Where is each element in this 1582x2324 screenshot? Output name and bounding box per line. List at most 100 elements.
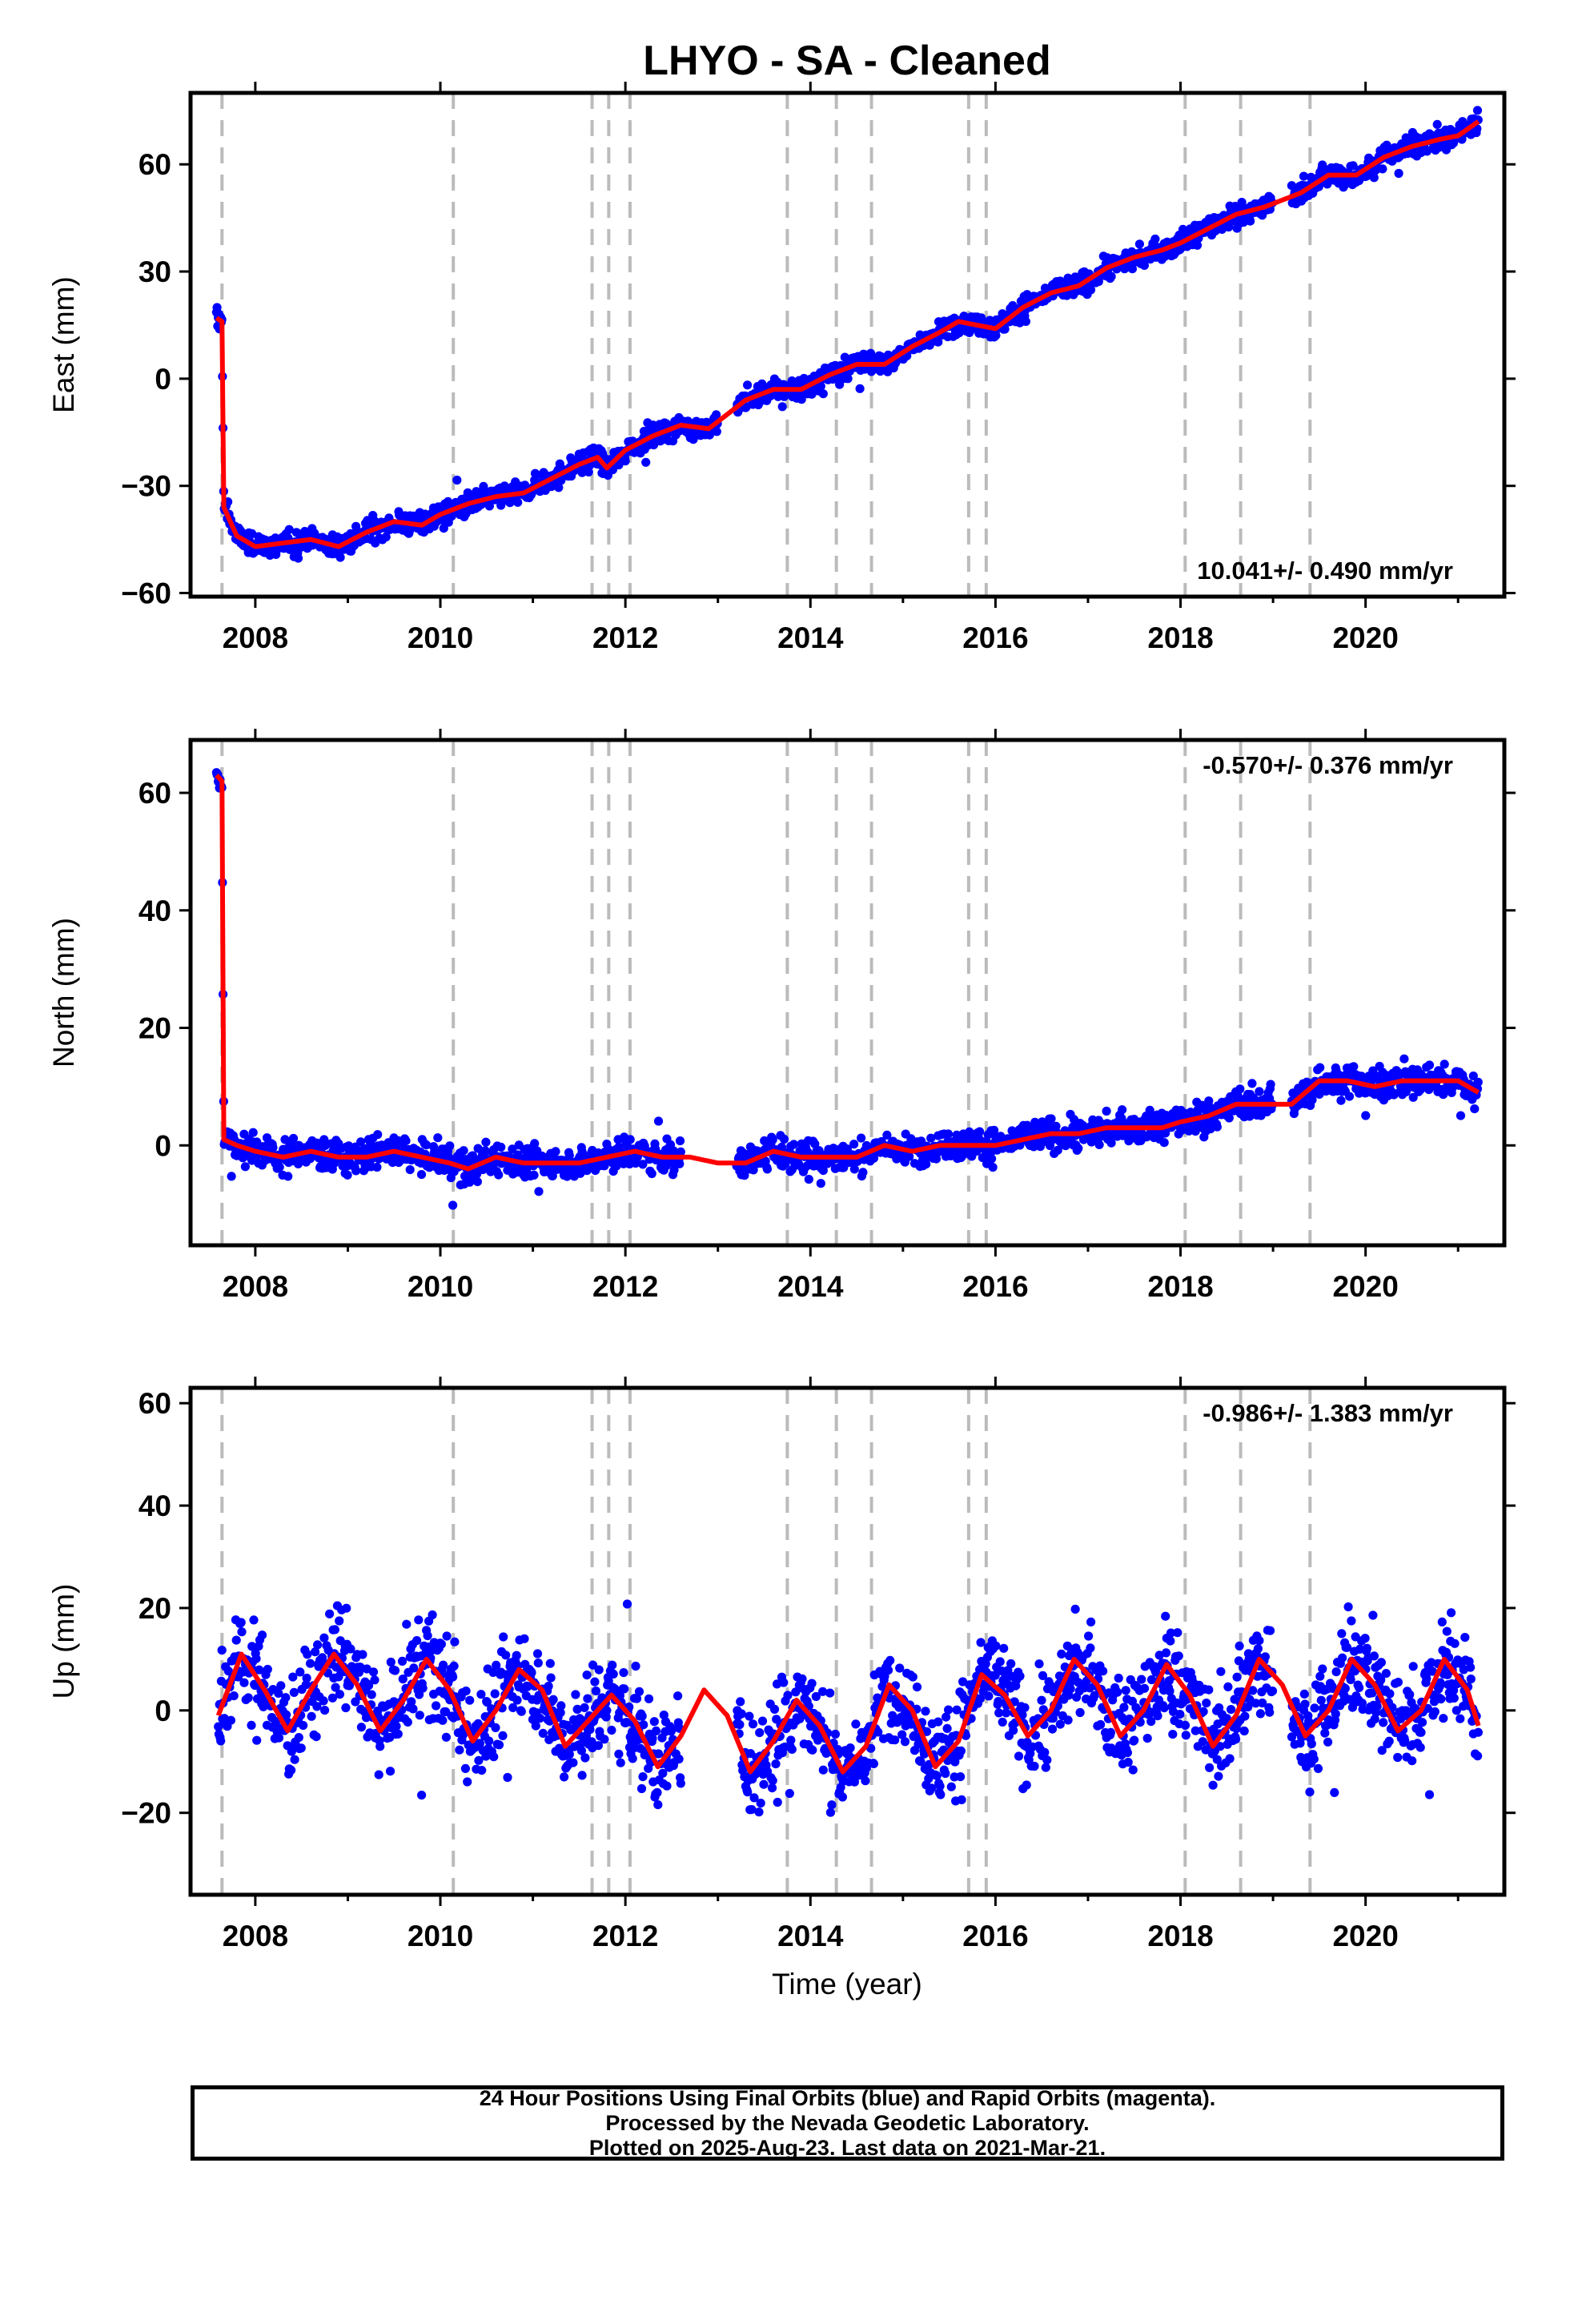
data-point [601,1712,611,1722]
data-point [779,1134,789,1144]
data-point [436,1639,447,1649]
data-point [251,1654,261,1663]
data-point [577,468,587,477]
plot-area [214,1388,1483,1895]
data-point [1102,1106,1111,1116]
model-fit-line [215,119,1480,549]
data-point [231,1635,241,1645]
data-point [370,1675,379,1685]
figure-title: LHYO - SA - Cleaned [643,38,1050,84]
data-point [743,380,753,390]
data-point [958,1151,968,1160]
data-point [1090,1691,1099,1700]
data-point [1130,1735,1139,1745]
data-point [883,1666,893,1675]
data-point [1074,1144,1083,1153]
data-point [386,1657,396,1667]
data-point [975,1127,985,1136]
data-point [768,1775,777,1785]
y-tick-label: 0 [155,363,171,396]
data-point [1086,285,1096,295]
data-point [252,1735,262,1745]
data-point [299,1720,308,1731]
data-point [475,1739,485,1748]
data-point [1128,1765,1138,1775]
plot-area [211,93,1483,597]
data-point [1336,1096,1346,1105]
data-point [501,1651,511,1660]
data-point [296,1743,306,1753]
data-point [676,1147,685,1156]
data-point [303,1650,312,1659]
panel-frame [188,738,1507,1248]
data-point [1106,1138,1116,1148]
data-point [935,1781,945,1791]
data-point [534,1187,544,1196]
data-point [1121,1686,1130,1695]
data-point [1299,171,1309,181]
data-point [290,1755,299,1764]
data-point [936,1790,946,1799]
data-point [762,1164,773,1174]
data-point [825,1688,835,1698]
data-point [530,1139,540,1148]
data-point [1119,1703,1129,1712]
data-point [416,1170,427,1180]
data-point [236,1618,246,1627]
data-point [810,1139,820,1149]
data-point [527,1668,536,1678]
x-tick-label: 2016 [962,621,1028,654]
data-point [482,1698,492,1707]
data-point [529,1170,539,1180]
data-point [442,1631,452,1641]
x-tick-label: 2010 [408,1270,473,1303]
data-point [869,1759,878,1768]
data-point [551,1147,560,1156]
data-point [1018,1710,1027,1719]
data-point [712,410,721,420]
data-point [450,1637,460,1647]
data-point [1063,1715,1073,1725]
data-point [325,1609,335,1618]
data-point [594,1665,604,1675]
data-point [890,1735,900,1745]
data-point [1041,1763,1050,1772]
x-tick-label: 2010 [408,621,473,654]
data-point [247,1720,256,1730]
data-point [556,1701,566,1711]
data-point [1139,1683,1150,1693]
data-point [843,374,853,384]
x-tick-label: 2020 [1332,621,1398,654]
data-point [639,1720,648,1730]
data-point [342,1603,351,1613]
data-point [600,1735,609,1744]
data-point [492,1660,501,1670]
data-point [620,1684,629,1694]
data-point [560,1772,569,1782]
data-point [481,1751,491,1761]
data-point [439,524,448,533]
panel-up: 2008 2010 2012 2014 2016 2018 2020−200204060Up… [47,1377,1516,1952]
data-point [952,1705,962,1715]
data-point [818,1687,828,1696]
data-point [346,1644,355,1654]
data-point [1042,1755,1052,1765]
data-point [994,1708,1004,1718]
data-point [1106,1727,1115,1737]
data-point [736,1697,745,1707]
data-point [816,1179,825,1188]
data-point [474,1755,484,1765]
data-point [572,1704,582,1714]
data-point [743,1787,753,1797]
data-point [1002,1708,1011,1718]
data-point [858,1168,868,1177]
data-point [512,1695,522,1705]
data-point [402,1619,412,1629]
data-point [942,1712,951,1722]
data-point [984,1691,994,1701]
data-point [295,1667,305,1677]
data-point [885,1655,895,1665]
data-point [1040,1747,1050,1757]
data-point [580,1753,590,1763]
data-point [1191,1127,1200,1136]
